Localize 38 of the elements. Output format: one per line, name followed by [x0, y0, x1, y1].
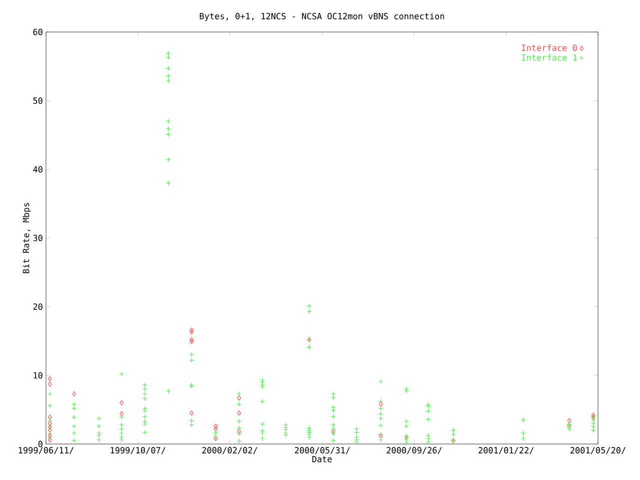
point	[214, 424, 218, 429]
point	[567, 418, 572, 424]
point	[72, 391, 76, 396]
point	[214, 426, 218, 432]
point	[48, 382, 52, 387]
point	[190, 337, 194, 342]
chart-title: Bytes, 0+1, 12NCS - NCSA OC12mon vBNS connection	[200, 12, 444, 21]
y-tick-label: 40	[33, 166, 42, 173]
point	[190, 330, 194, 335]
point	[190, 339, 194, 344]
point	[48, 376, 52, 382]
point	[120, 411, 124, 416]
point	[378, 402, 383, 407]
y-tick-label: 60	[33, 28, 42, 36]
x-tick-label: 2001/05/20/	[570, 447, 626, 454]
point	[190, 410, 194, 416]
x-axis-title: Date	[312, 456, 332, 462]
y-tick-label: 0	[38, 440, 42, 448]
y-tick-label: 20	[33, 303, 42, 310]
point	[120, 400, 124, 406]
point	[48, 420, 52, 426]
point	[237, 410, 242, 416]
legend-label: Interface 0	[522, 44, 577, 52]
y-tick-label: 50	[33, 97, 42, 104]
point	[48, 414, 52, 420]
y-tick-label: 10	[34, 372, 42, 379]
x-tick-label: 2000/05/31/	[294, 447, 350, 454]
y-axis-title: Bit Rate, Mbps	[22, 203, 31, 274]
point	[190, 328, 194, 333]
x-tick-label: 1999/10/07/	[110, 447, 166, 454]
legend-label: Interface 1	[522, 54, 577, 61]
x-tick-label: 2000/09/26/	[386, 447, 442, 454]
x-tick-label: 1999/06/11/	[18, 447, 74, 454]
y-tick-label: 30	[33, 234, 42, 242]
point	[48, 428, 52, 433]
x-tick-label: 2000/02/02/	[202, 447, 258, 454]
x-tick-label: 2001/01/22/	[478, 447, 534, 454]
point	[237, 395, 242, 400]
